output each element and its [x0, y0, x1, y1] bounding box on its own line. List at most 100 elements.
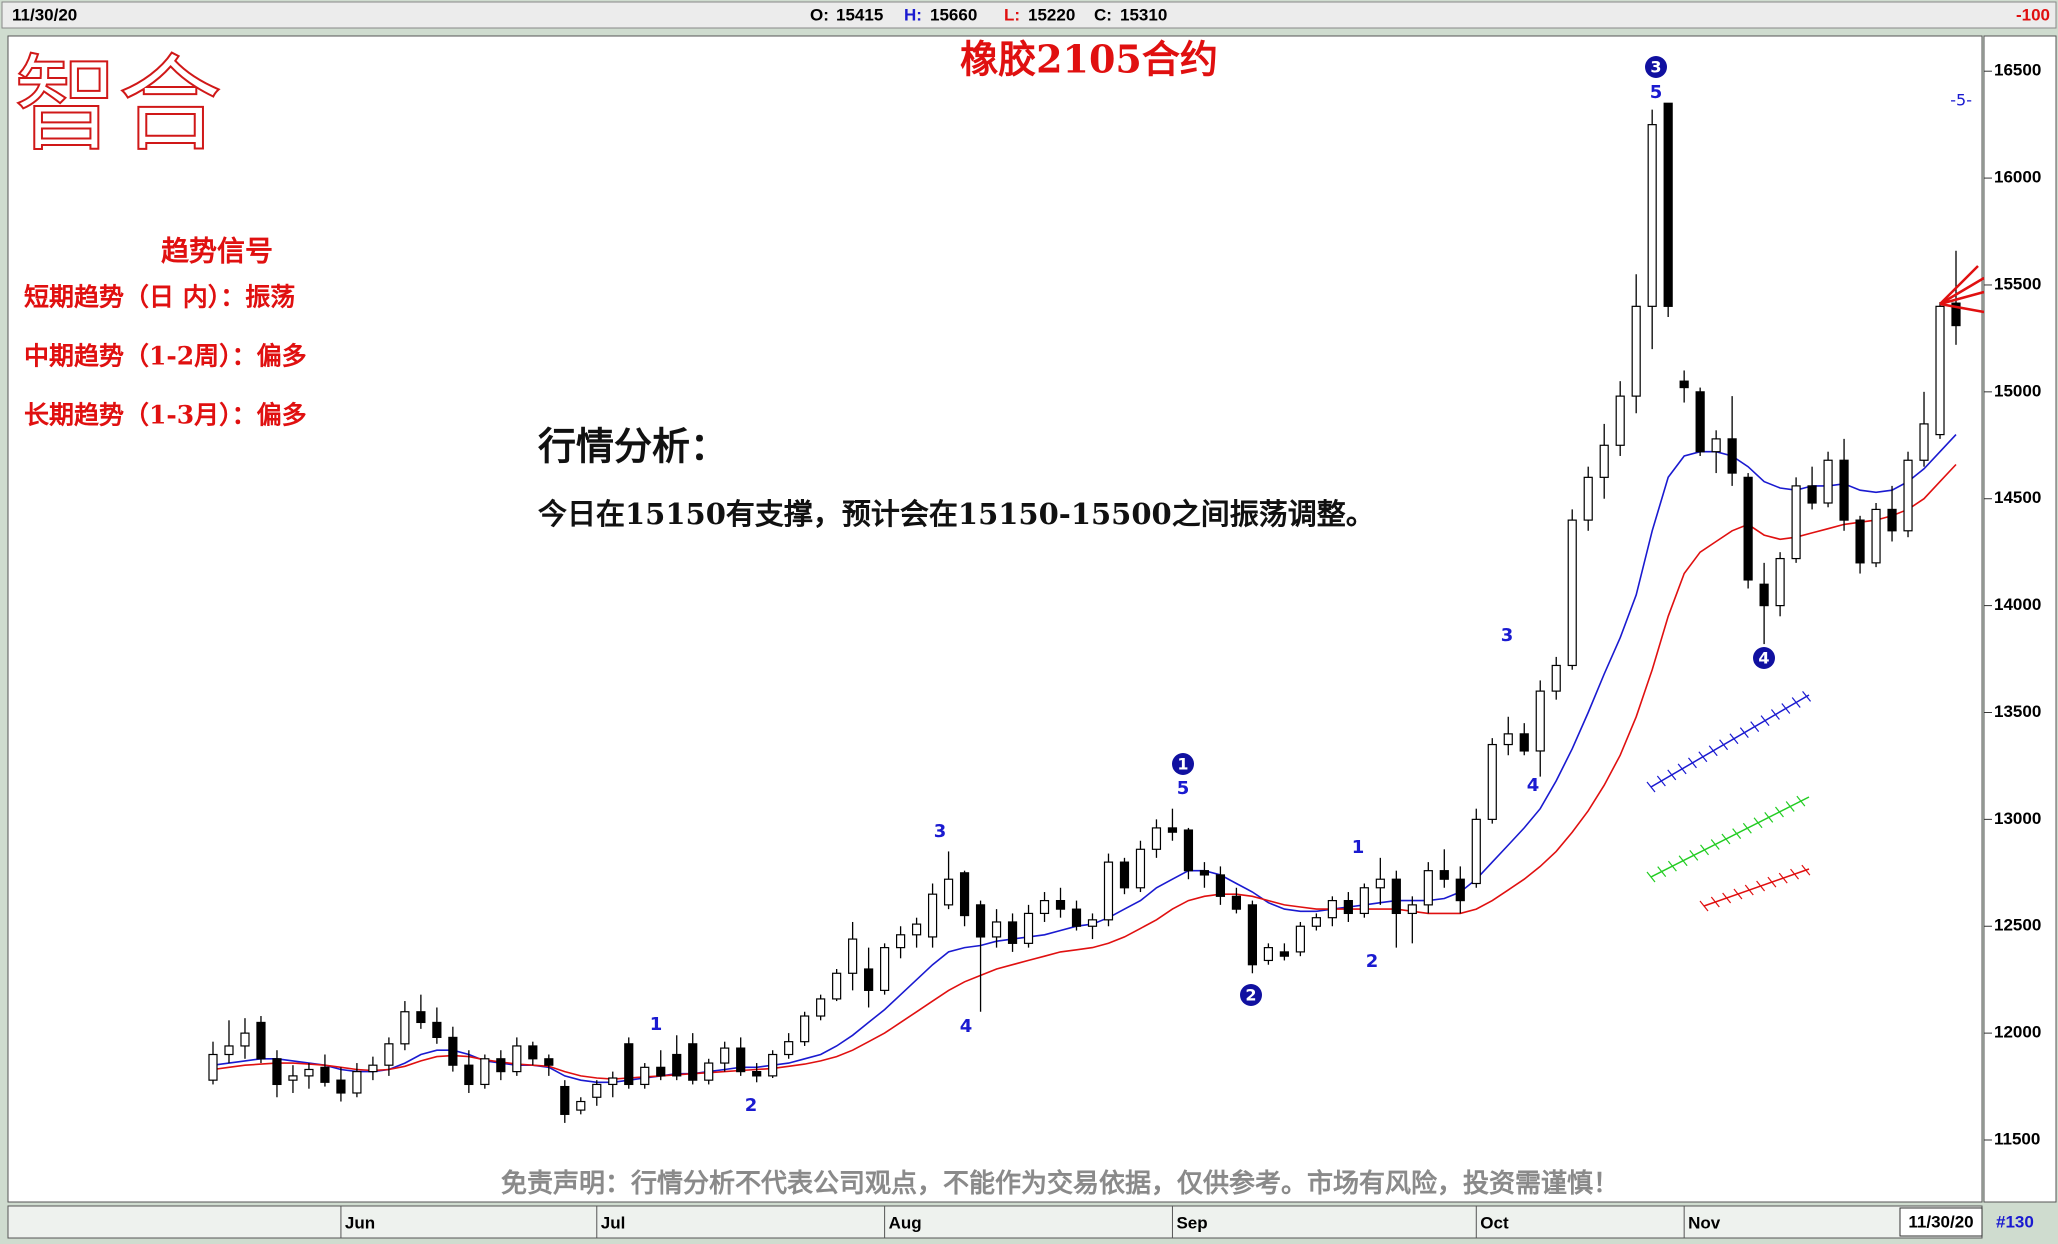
header-change: -100 — [2016, 5, 2050, 24]
y-axis-area — [1983, 35, 2057, 1203]
trend-hatch — [1791, 697, 1801, 708]
wave-circle — [1240, 984, 1262, 1006]
open-value: 15415 — [836, 5, 883, 24]
trend-hatch — [1770, 709, 1780, 720]
candle-body — [560, 1085, 570, 1115]
candle-body — [816, 998, 826, 1017]
wave-label: 1 — [1352, 837, 1365, 858]
wave-circle — [1172, 753, 1194, 775]
y-tick-label: 14000 — [1994, 595, 2041, 614]
candle-body — [1247, 904, 1258, 966]
candle-body — [576, 1100, 586, 1111]
wave-label: 2 — [1366, 951, 1379, 972]
signals-title: 趋势信号 — [161, 235, 273, 268]
trend-hatch — [1764, 811, 1774, 823]
y-tick-label: 15000 — [1994, 381, 2041, 400]
candle-body — [288, 1075, 298, 1081]
candle-body — [1583, 476, 1593, 521]
x-tick-label: Sep — [1176, 1213, 1207, 1232]
candle-body — [352, 1071, 362, 1094]
candle-body — [1903, 459, 1913, 532]
candle-body — [1855, 519, 1865, 564]
candle-body — [943, 878, 954, 906]
candle-body — [1663, 102, 1673, 307]
trend-hatch — [1785, 801, 1795, 812]
candle-body — [1103, 861, 1114, 921]
candle-body — [1551, 664, 1561, 692]
x-tick-label: Aug — [889, 1213, 922, 1232]
candle-body — [1679, 380, 1689, 389]
candle-body — [400, 1011, 410, 1045]
x-tick-label: Nov — [1688, 1213, 1721, 1232]
candle-body — [911, 923, 922, 936]
candle-body — [1775, 557, 1785, 607]
disclaimer: 免责声明：行情分析不代表公司观点，不能作为交易依据，仅供参考。市场有风险，投资需… — [501, 1168, 1619, 1199]
candle-body — [1599, 444, 1609, 478]
candle-body — [640, 1066, 650, 1086]
y-tick-label: 13000 — [1994, 809, 2041, 828]
trend-hatch — [1677, 763, 1687, 775]
candle-body — [1167, 827, 1178, 833]
y-tick-label: 12000 — [1994, 1023, 2041, 1042]
candle-body — [1807, 485, 1817, 504]
candle-body — [624, 1043, 634, 1086]
candle-body — [864, 968, 874, 991]
candle-body — [1087, 919, 1098, 927]
candle-body — [1119, 861, 1130, 889]
candle-body — [1055, 899, 1066, 910]
wave-label: 3 — [1501, 625, 1514, 646]
candle-body — [848, 938, 858, 974]
candle-body — [1935, 305, 1945, 436]
fan-line — [1939, 276, 1985, 306]
wave-label: 1 — [650, 1014, 663, 1035]
trend-hatch — [1646, 871, 1656, 883]
candle-body — [1023, 912, 1034, 944]
candle-body — [1231, 895, 1242, 910]
candle-body — [544, 1058, 554, 1066]
close-value: 15310 — [1120, 5, 1167, 24]
candle-body — [432, 1021, 442, 1039]
candle-body — [1887, 508, 1897, 532]
logo: 智合 — [14, 43, 222, 165]
candle-body — [512, 1045, 522, 1073]
trend-hatch — [1753, 817, 1763, 829]
candle-body — [320, 1066, 330, 1083]
candle-body — [208, 1053, 218, 1081]
candle-body — [1823, 459, 1833, 504]
candle-body — [1839, 459, 1849, 521]
trend-hatch — [1667, 860, 1677, 872]
x-tick-label: Oct — [1480, 1213, 1509, 1232]
candle-body — [240, 1032, 250, 1047]
candle-body — [1759, 583, 1769, 607]
wave-circle — [1645, 56, 1667, 78]
header-date: 11/30/20 — [12, 5, 77, 24]
candle-body — [1039, 899, 1050, 915]
candle-body — [528, 1045, 538, 1060]
trend-hatch — [1729, 733, 1739, 745]
candle-body — [1215, 874, 1226, 897]
wave-label: 4 — [1758, 649, 1769, 668]
candle-body — [592, 1083, 602, 1098]
candle-body — [800, 1015, 810, 1043]
plot-area — [7, 35, 1983, 1203]
candle-body — [1343, 899, 1353, 915]
candle-body — [272, 1058, 282, 1086]
trend-hatch — [1710, 839, 1720, 850]
candle-body — [1407, 904, 1417, 915]
candle-body — [704, 1062, 714, 1081]
candle-body — [1743, 476, 1753, 581]
candle-body — [1007, 921, 1018, 944]
x-tick-label: Jul — [601, 1213, 626, 1232]
candle-body — [1919, 423, 1929, 461]
trend-hatch — [1721, 833, 1731, 845]
candle-body — [1263, 947, 1273, 962]
candle-body — [1135, 848, 1146, 889]
fan-line — [1939, 290, 1985, 306]
candle-body — [896, 934, 906, 949]
candle-body — [1519, 733, 1529, 752]
wave-label: 3 — [934, 821, 947, 842]
y-tick-label: 13500 — [1994, 702, 2041, 721]
footer-date: 11/30/20 — [1908, 1212, 1973, 1231]
trend-hatch — [1657, 866, 1667, 877]
candle-body — [1455, 878, 1465, 902]
